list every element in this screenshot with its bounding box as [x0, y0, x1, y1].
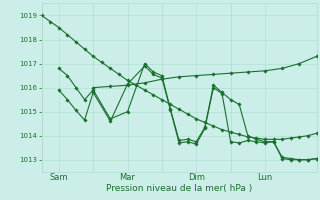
X-axis label: Pression niveau de la mer( hPa ): Pression niveau de la mer( hPa ) — [106, 184, 252, 193]
